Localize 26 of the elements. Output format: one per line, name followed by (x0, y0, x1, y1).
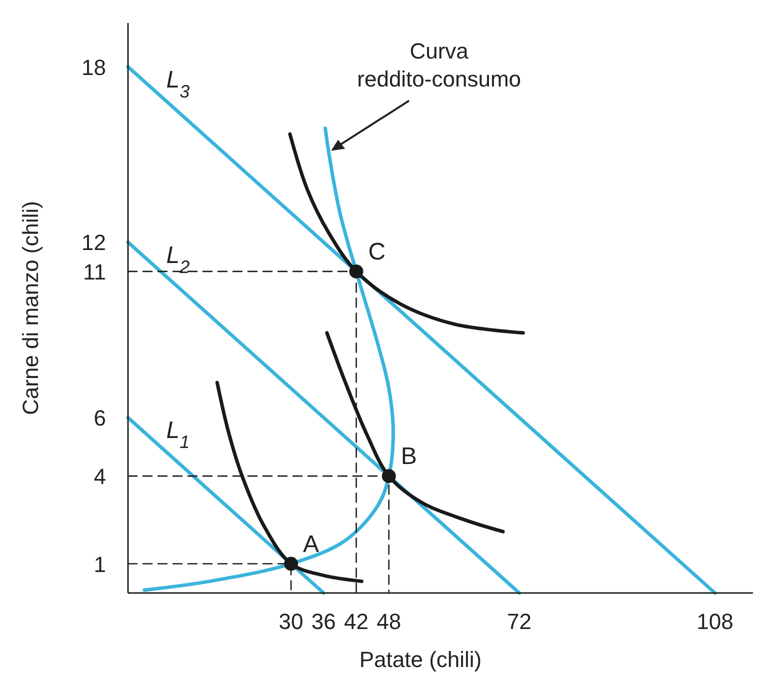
annotation: B (400, 443, 417, 470)
x-tick-label: 42 (344, 609, 369, 634)
x-tick-label: 36 (311, 609, 336, 634)
x-tick-label: 108 (696, 609, 734, 634)
y-tick-label: 6 (94, 406, 106, 431)
x-axis-title: Patate (chili) (359, 647, 482, 672)
annotation: A (303, 530, 320, 558)
point (284, 556, 298, 571)
annotation: L$_{1}$ (166, 417, 190, 452)
x-tick-label: 30 (278, 609, 304, 634)
annotation: C (368, 238, 386, 266)
line-series (142, 126, 395, 592)
y-tick-label: 11 (83, 259, 106, 284)
y-tick-label: 4 (94, 464, 106, 490)
line-series (288, 132, 525, 335)
point (382, 469, 396, 484)
annotation: Curva reddito-consumo (357, 38, 522, 92)
y-tick-label: 18 (82, 54, 106, 80)
annotation: L$_{3}$ (166, 66, 190, 102)
x-tick-label: 48 (376, 609, 402, 634)
point (349, 264, 364, 278)
y-tick-label: 1 (94, 552, 106, 577)
y-tick-label: 12 (82, 230, 106, 256)
x-tick-label: 72 (507, 609, 532, 634)
y-axis-title: Carne di manzo (chili) (18, 201, 43, 415)
annotation: L$_{2}$ (166, 242, 190, 277)
